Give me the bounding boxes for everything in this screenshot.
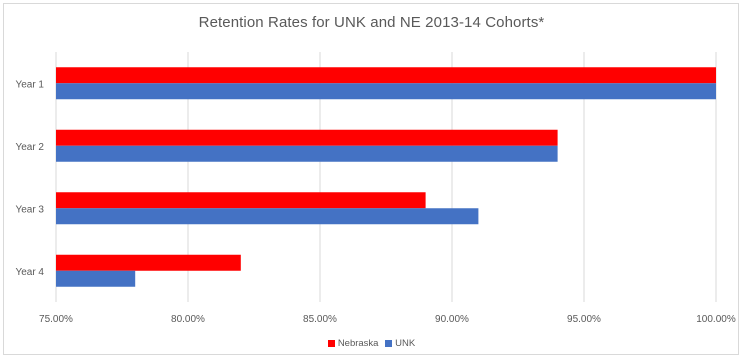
bar-unk-year-2 [56, 145, 558, 162]
bar-unk-year-3 [56, 208, 479, 225]
bar-nebraska-year-1 [56, 67, 716, 84]
x-tick-label-4: 95.00% [567, 314, 601, 325]
x-tick-label-3: 90.00% [435, 314, 469, 325]
chart-area [3, 3, 739, 355]
legend-swatch-nebraska [327, 340, 335, 347]
category-label-year-2: Year 2 [15, 142, 44, 153]
legend-item-unk: UNK [385, 338, 415, 349]
category-label-year-3: Year 3 [15, 204, 44, 215]
bar-nebraska-year-2 [56, 129, 558, 146]
legend-label-nebraska: Nebraska [337, 338, 379, 349]
bar-nebraska-year-3 [56, 192, 426, 209]
chart-title: Retention Rates for UNK and NE 2013-14 C… [198, 14, 545, 31]
legend-swatch-unk [385, 340, 393, 347]
x-tick-label-0: 75.00% [39, 314, 73, 325]
legend-item-nebraska: Nebraska [327, 338, 379, 349]
x-tick-label-1: 80.00% [171, 314, 205, 325]
x-tick-label-5: 100.00% [696, 314, 736, 325]
category-label-year-1: Year 1 [15, 79, 44, 90]
category-label-year-4: Year 4 [15, 267, 44, 278]
x-tick-label-2: 85.00% [303, 314, 337, 325]
legend-label-unk: UNK [395, 338, 416, 349]
bar-unk-year-1 [56, 83, 716, 100]
bar-unk-year-4 [56, 270, 136, 287]
bar-nebraska-year-4 [56, 254, 241, 271]
legend: Nebraska UNK [0, 338, 743, 350]
